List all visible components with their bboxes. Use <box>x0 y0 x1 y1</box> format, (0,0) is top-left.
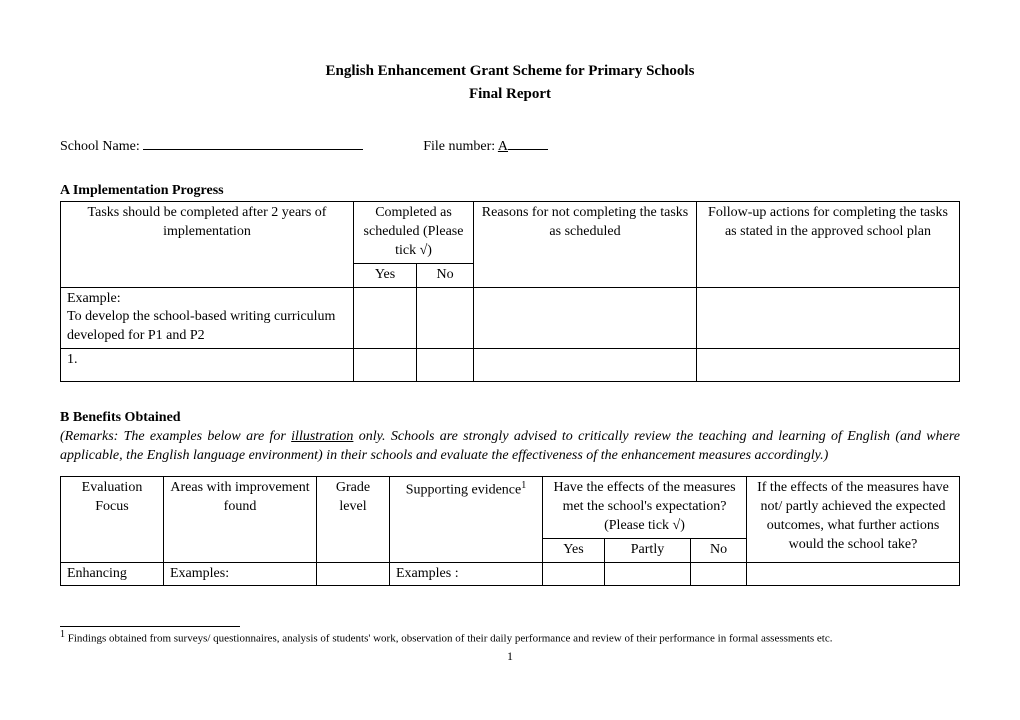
col-reasons: Reasons for not completing the tasks as … <box>474 202 697 288</box>
cell-blank <box>354 349 417 382</box>
col-grade: Grade level <box>317 477 390 563</box>
col-yes: Yes <box>354 263 417 287</box>
col-completed: Completed as scheduled (Please tick √) <box>354 202 474 264</box>
cell-blank <box>417 287 474 349</box>
col-further-actions: If the effects of the measures have not/… <box>747 477 960 563</box>
section-b-table: Evaluation Focus Areas with improvement … <box>60 476 960 586</box>
table-header-row: Tasks should be completed after 2 years … <box>61 202 960 264</box>
remarks-pre: (Remarks: The examples below are for <box>60 429 291 444</box>
row-1: 1. <box>61 349 354 382</box>
col-areas: Areas with improvement found <box>164 477 317 563</box>
remarks-underlined: illustration <box>291 429 353 444</box>
cell-enhancing: Enhancing <box>61 562 164 586</box>
table-header-row: Evaluation Focus Areas with improvement … <box>61 477 960 539</box>
footnote-body: Findings obtained from surveys/ question… <box>65 633 833 645</box>
file-number-label: File number: <box>423 139 495 154</box>
cell-examples-evidence: Examples : <box>390 562 543 586</box>
example-text: To develop the school-based writing curr… <box>67 309 335 343</box>
table-row: Enhancing Examples: Examples : <box>61 562 960 586</box>
footnote-rule <box>60 626 240 627</box>
col-eval-focus: Evaluation Focus <box>61 477 164 563</box>
cell-blank <box>604 562 690 586</box>
table-row: Example: To develop the school-based wri… <box>61 287 960 349</box>
cell-blank <box>747 562 960 586</box>
cell-blank <box>697 287 960 349</box>
col-partly: Partly <box>604 538 690 562</box>
table-row: 1. <box>61 349 960 382</box>
page-number: 1 <box>60 649 960 664</box>
file-number-prefix: A <box>498 139 508 154</box>
section-a-table: Tasks should be completed after 2 years … <box>60 201 960 382</box>
example-label: Example: <box>67 291 121 306</box>
cell-blank <box>697 349 960 382</box>
cell-blank <box>474 349 697 382</box>
col-yes: Yes <box>543 538 605 562</box>
cell-blank <box>691 562 747 586</box>
footnote-text: 1 Findings obtained from surveys/ questi… <box>60 629 960 645</box>
cell-examples: Examples: <box>164 562 317 586</box>
col-evidence: Supporting evidence1 <box>390 477 543 563</box>
col-tasks: Tasks should be completed after 2 years … <box>61 202 354 288</box>
cell-blank <box>543 562 605 586</box>
document-title-line2: Final Report <box>60 83 960 106</box>
section-b-heading: B Benefits Obtained <box>60 410 960 426</box>
file-number-field: File number: A <box>423 135 548 155</box>
example-cell: Example: To develop the school-based wri… <box>61 287 354 349</box>
section-b-remarks: (Remarks: The examples below are for ill… <box>60 428 960 466</box>
col-no: No <box>691 538 747 562</box>
school-name-blank <box>143 135 363 150</box>
school-name-field: School Name: <box>60 135 363 155</box>
col-no: No <box>417 263 474 287</box>
school-file-line: School Name: File number: A <box>60 135 960 155</box>
cell-blank <box>474 287 697 349</box>
school-name-label: School Name: <box>60 139 140 154</box>
section-a-heading: A Implementation Progress <box>60 183 960 199</box>
file-number-blank <box>508 135 548 150</box>
cell-blank <box>317 562 390 586</box>
evidence-sup: 1 <box>521 480 526 491</box>
cell-blank <box>354 287 417 349</box>
cell-blank <box>417 349 474 382</box>
evidence-label: Supporting evidence <box>406 483 521 498</box>
document-title-line1: English Enhancement Grant Scheme for Pri… <box>60 60 960 83</box>
col-followup: Follow-up actions for completing the tas… <box>697 202 960 288</box>
col-effects: Have the effects of the measures met the… <box>543 477 747 539</box>
